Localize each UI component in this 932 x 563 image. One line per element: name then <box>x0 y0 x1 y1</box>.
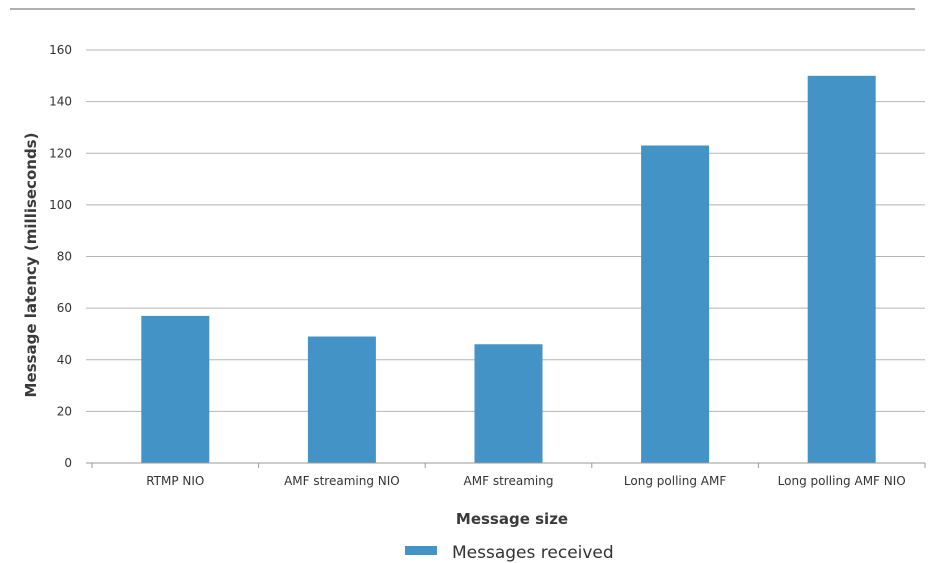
x-tick-label: AMF streaming <box>464 474 554 488</box>
y-tick-label: 100 <box>49 198 72 212</box>
x-tick-labels: RTMP NIO AMF streaming NIO AMF streaming Lo… <box>146 474 906 488</box>
legend: Messages received <box>405 543 614 563</box>
x-tick-label: Long polling AMF <box>624 474 726 488</box>
bar <box>141 315 210 463</box>
y-tick-label: 80 <box>57 250 72 264</box>
y-tick-label: 160 <box>49 43 72 57</box>
y-tick-labels: 0 20 40 60 80 100 120 140 160 <box>49 43 72 470</box>
x-axis-ticks <box>91 463 926 468</box>
y-tick-label: 40 <box>57 353 72 367</box>
bar <box>307 336 376 463</box>
y-tick-label: 120 <box>49 146 72 160</box>
x-tick-label: Long polling AMF NIO <box>778 474 906 488</box>
bar <box>641 145 710 463</box>
bars <box>141 75 876 463</box>
bar <box>807 75 876 463</box>
y-tick-label: 20 <box>57 404 72 418</box>
y-tick-label: 60 <box>57 301 72 315</box>
x-tick-label: RTMP NIO <box>146 474 204 488</box>
y-tick-label: 140 <box>49 95 72 109</box>
legend-swatch <box>405 546 437 555</box>
x-tick-label: AMF streaming NIO <box>284 474 400 488</box>
bar <box>474 344 543 463</box>
y-tick-label: 0 <box>64 456 72 470</box>
x-axis-title: Message size <box>456 510 568 528</box>
y-axis-title: Message latency (milliseconds) <box>22 133 40 398</box>
gridlines <box>86 49 925 412</box>
legend-label: Messages received <box>452 543 614 563</box>
